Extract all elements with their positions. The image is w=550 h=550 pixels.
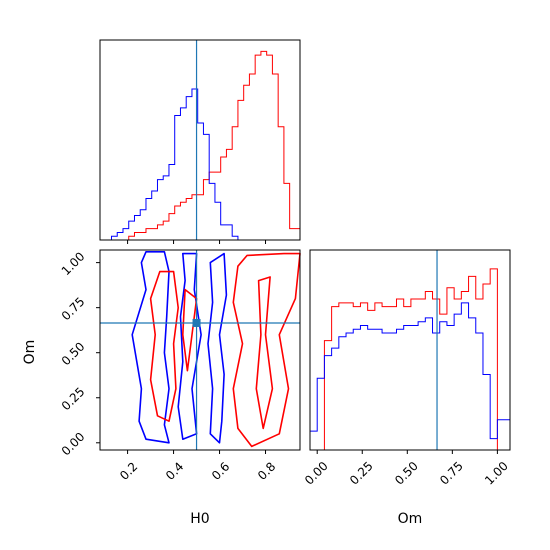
om-marginal-frame — [309, 249, 511, 451]
h0-om-contour-panel: 0.2 0.4 0.6 0.8 0.00 0.25 0.50 0.75 1.00 — [59, 249, 301, 483]
joint-y-tick-label: 0.00 — [59, 430, 88, 459]
joint-frame — [99, 249, 301, 451]
joint-y-tick-label: 0.75 — [59, 294, 88, 323]
joint-x-tick-label: 0.6 — [209, 459, 232, 482]
x-axis-label-h0: H0 — [190, 511, 209, 527]
h0-marginal-frame — [99, 39, 301, 241]
h0-marginal-hist-series-blue — [100, 88, 300, 241]
h0-marginal-hist-series-red — [100, 50, 300, 241]
om-x-tick-label: 0.50 — [392, 459, 421, 488]
joint-x-tick-label: 0.2 — [117, 459, 140, 482]
contour-blue-0 — [131, 251, 170, 444]
contour-red-0 — [232, 252, 301, 448]
joint-truth-marker — [192, 318, 201, 327]
joint-x-tick-label: 0.4 — [163, 459, 186, 482]
om-x-tick-label: 1.00 — [482, 459, 511, 488]
om-marginal-panel: 0.00 0.25 0.50 0.75 1.00 — [302, 249, 511, 488]
contour-blue-1 — [177, 252, 202, 441]
contour-red-1 — [255, 276, 274, 430]
joint-y-tick-label: 0.50 — [59, 339, 88, 368]
joint-x-tick-label: 0.8 — [255, 459, 278, 482]
om-x-tick-label: 0.75 — [437, 459, 466, 488]
joint-y-tick-label: 0.25 — [59, 385, 88, 414]
om-x-tick-label: 0.25 — [347, 459, 376, 488]
om-x-tick-label: 0.00 — [302, 459, 331, 488]
h0-marginal-panel — [99, 39, 301, 244]
y-axis-label-om: Om — [22, 340, 38, 365]
x-axis-label-om: Om — [398, 511, 423, 527]
contour-red-3 — [182, 288, 198, 372]
om-marginal-hist-series-red — [310, 268, 510, 451]
joint-y-tick-label: 1.00 — [59, 249, 88, 278]
contour-blue-2 — [207, 252, 228, 444]
om-marginal-hist-series-blue — [309, 302, 510, 450]
